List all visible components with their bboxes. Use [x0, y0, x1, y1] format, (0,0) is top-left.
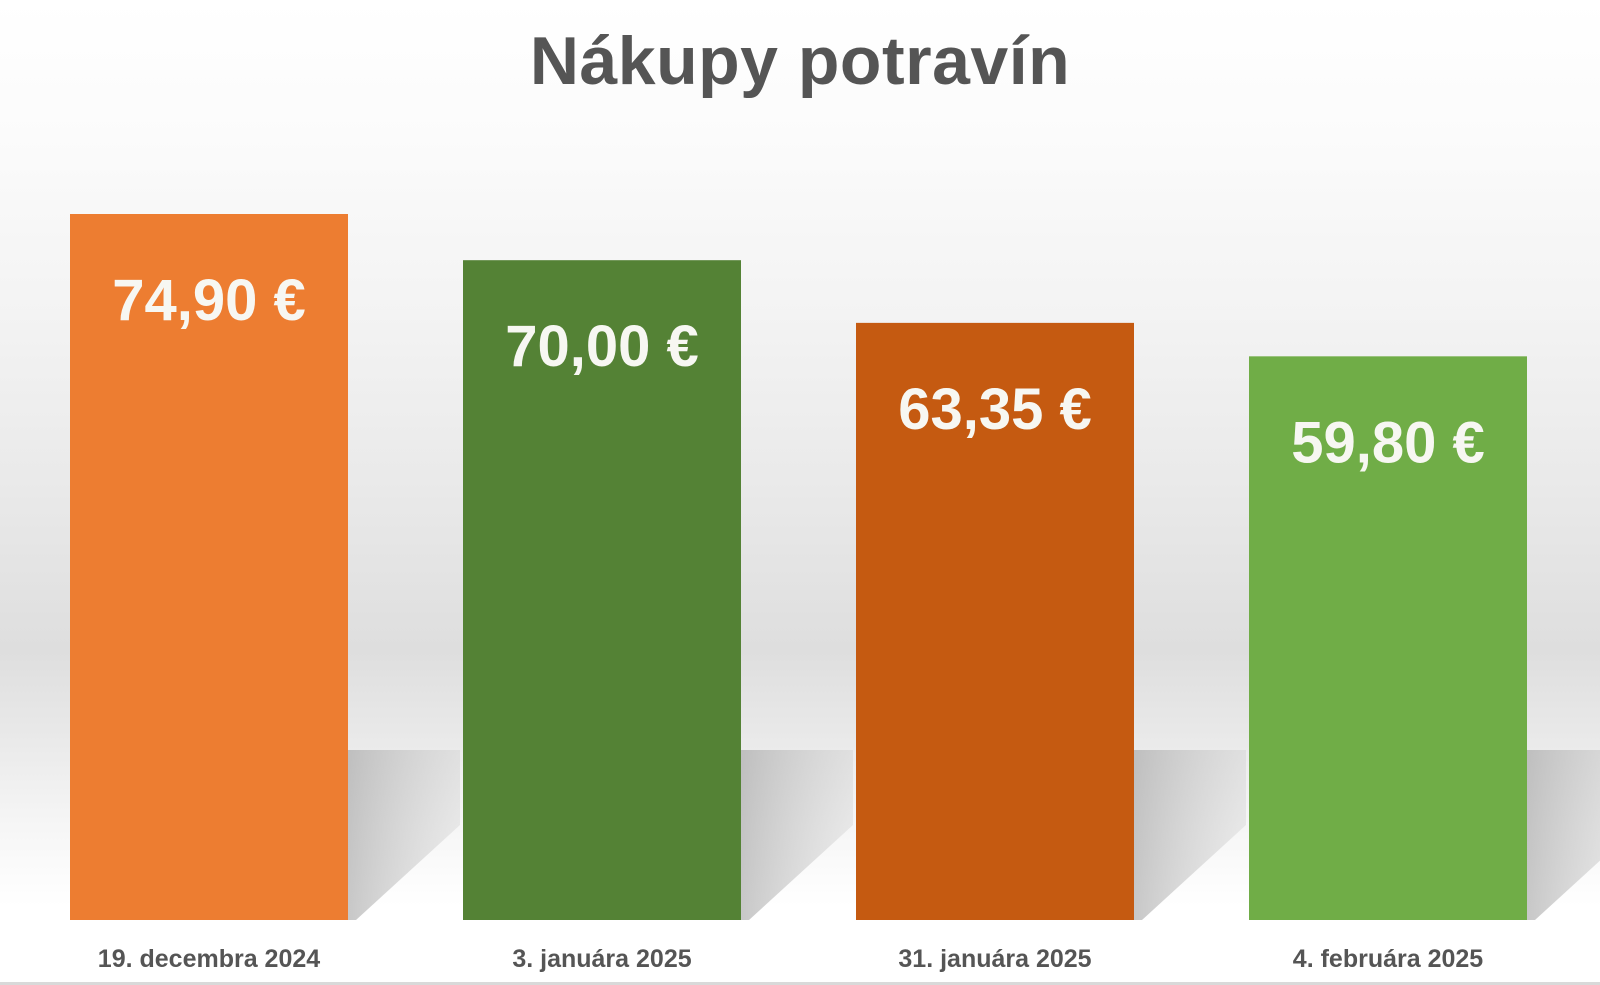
bar: [1249, 356, 1527, 920]
bar: [463, 260, 741, 921]
data-label: 59,80 €: [1291, 410, 1485, 475]
data-label: 63,35 €: [898, 377, 1092, 442]
category-label: 3. januára 2025: [512, 945, 691, 973]
bar: [70, 214, 348, 920]
bar-shadow: [1134, 750, 1246, 920]
data-label: 70,00 €: [505, 314, 699, 379]
bar-shadow: [741, 750, 853, 920]
category-label: 4. februára 2025: [1293, 945, 1483, 973]
bars: [70, 214, 1527, 921]
data-label: 74,90 €: [112, 268, 306, 333]
category-labels: 19. decembra 2024 3. januára 2025 31. janu…: [98, 945, 1483, 973]
bar-shadow: [1527, 750, 1600, 920]
category-label: 19. decembra 2024: [98, 945, 320, 973]
category-label: 31. januára 2025: [898, 945, 1091, 973]
bar-shadows: [348, 750, 1600, 920]
bar: [856, 322, 1134, 921]
value-labels: 74,90 € 70,00 € 63,35 € 59,80 €: [112, 268, 1485, 475]
chart-title: Nákupy potravín: [529, 23, 1071, 99]
bottom-border: [0, 982, 1600, 985]
bar-shadow: [348, 750, 460, 920]
